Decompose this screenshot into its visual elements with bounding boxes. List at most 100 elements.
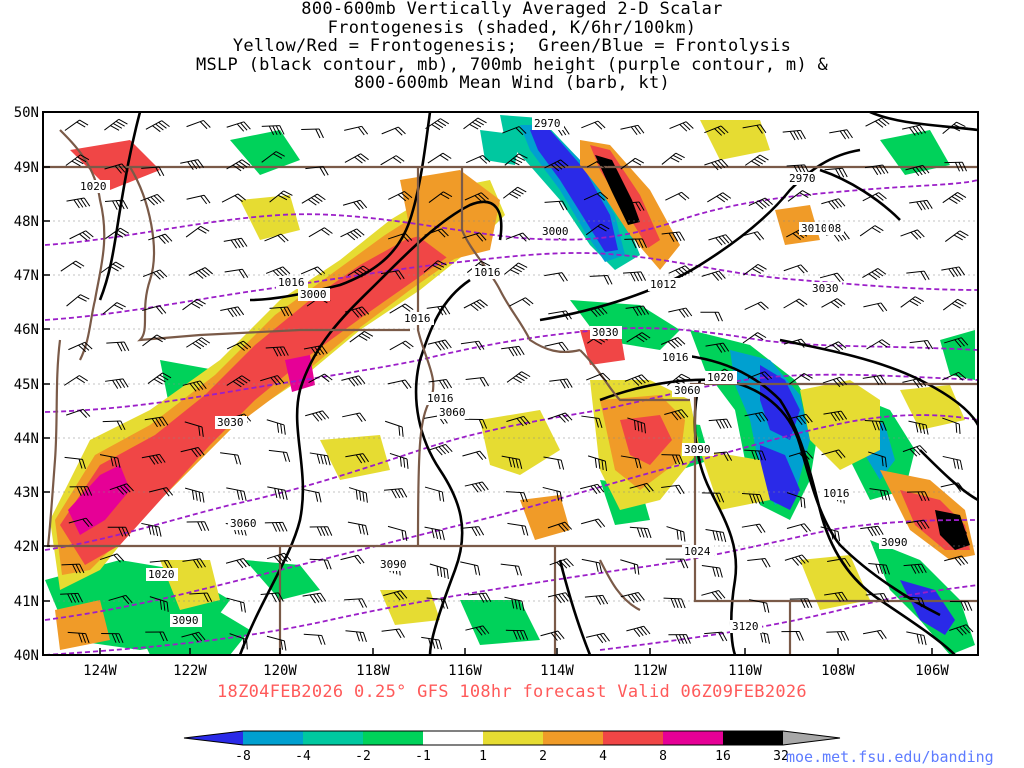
contour-label: 2970 (534, 117, 561, 130)
colorbar-swatch (303, 731, 363, 745)
wind-barb (69, 486, 93, 496)
wind-barb (629, 482, 654, 493)
lon-label: 106W (915, 663, 949, 679)
lat-label: 45N (14, 377, 39, 393)
wind-barb (789, 598, 813, 609)
wind-barb (389, 452, 409, 469)
wind-barb (949, 624, 974, 636)
wind-barb (501, 345, 525, 357)
wind-barb (859, 225, 884, 237)
wind-barb (819, 272, 845, 283)
wind-barb (340, 554, 365, 565)
title-line-1: 800-600mb Vertically Averaged 2-D Scalar (301, 0, 723, 19)
wind-barb (462, 232, 487, 242)
wind-barb (868, 451, 887, 468)
wind-barb (148, 233, 173, 244)
colorbar-label: 2 (539, 749, 547, 764)
wind-barb (509, 297, 534, 307)
wind-barb (580, 483, 605, 495)
colorbar-label: -2 (355, 749, 371, 764)
wind-barb (223, 237, 248, 249)
wind-barb (542, 486, 563, 502)
wind-barb (906, 270, 930, 281)
wind-barb (821, 198, 846, 210)
wind-barb (544, 200, 568, 211)
wind-barb (149, 559, 173, 570)
wind-barb (266, 419, 286, 435)
wind-barb (704, 125, 729, 136)
wind-barb (225, 557, 251, 569)
wind-barb (188, 267, 213, 279)
contour-label: 3030 (592, 326, 619, 339)
wind-barb (701, 270, 726, 281)
wind-barb (824, 591, 848, 602)
wind-barb (384, 420, 404, 437)
wind-barb (704, 631, 728, 642)
wind-barb (264, 521, 288, 532)
wind-barb (189, 592, 213, 603)
wind-barb (106, 341, 130, 352)
wind-barb (182, 380, 207, 392)
wind-barb (581, 120, 606, 130)
wind-barb (583, 191, 609, 201)
wind-barb (747, 558, 771, 568)
colorbar-label: 32 (773, 749, 789, 764)
wind-barb (906, 631, 927, 646)
wind-barb (186, 194, 211, 205)
wind-barb (547, 592, 572, 604)
wind-barb (744, 411, 769, 423)
wind-barb (302, 592, 327, 604)
wind-barb (622, 271, 647, 282)
wind-barb (65, 154, 90, 167)
wind-barb (303, 633, 326, 645)
wind-barb (949, 600, 973, 611)
wind-barb (742, 332, 767, 344)
wind-barb (581, 415, 603, 429)
wind-barb (426, 597, 449, 609)
wind-barb (944, 337, 969, 348)
lat-ticks (43, 166, 50, 602)
wind-barb (944, 555, 969, 566)
wind-barb (821, 449, 846, 459)
wind-barb (107, 526, 131, 537)
wind-barb (624, 374, 650, 386)
wind-barb (99, 553, 125, 563)
wind-barb (349, 330, 374, 343)
colorbar-label: 4 (599, 749, 607, 764)
wind-barb (141, 453, 166, 465)
wind-barb (229, 633, 248, 650)
wind-barb (464, 481, 489, 493)
wind-barb (941, 266, 965, 278)
colorbar-label: 1 (479, 749, 487, 764)
wind-barb (309, 452, 331, 466)
wind-barb (620, 157, 645, 170)
wind-barb (460, 340, 485, 351)
wind-barb (105, 378, 129, 389)
wind-barb (625, 305, 650, 317)
map-plot-area: 2970 2970 1020 3000 1016 1016 3000 1016 … (43, 112, 978, 655)
wind-barb (620, 124, 645, 136)
wind-barb (585, 632, 610, 644)
wind-barb (581, 558, 603, 573)
wind-barb (865, 592, 889, 603)
title-line-4: MSLP (black contour, mb), 700mb height (… (195, 54, 829, 75)
wind-barb (586, 372, 611, 382)
colorbar-swatch (363, 731, 423, 745)
wind-barb (185, 225, 210, 238)
wind-barb (506, 415, 531, 427)
wind-barb (344, 125, 369, 136)
frontogenesis-shading (50, 120, 975, 650)
wind-barb (505, 232, 530, 242)
lat-label: 40N (14, 648, 39, 664)
wind-barb (269, 306, 293, 317)
wind-barb (305, 410, 330, 422)
wind-barb (620, 591, 645, 604)
wind-barb (102, 302, 126, 315)
wind-barb (902, 124, 926, 136)
contour-label: 3090 (380, 558, 407, 571)
wind-barb (908, 420, 929, 435)
wind-barb (428, 379, 453, 390)
wind-barb (144, 416, 169, 428)
wind-barb (267, 552, 292, 565)
wind-barb (388, 191, 413, 202)
